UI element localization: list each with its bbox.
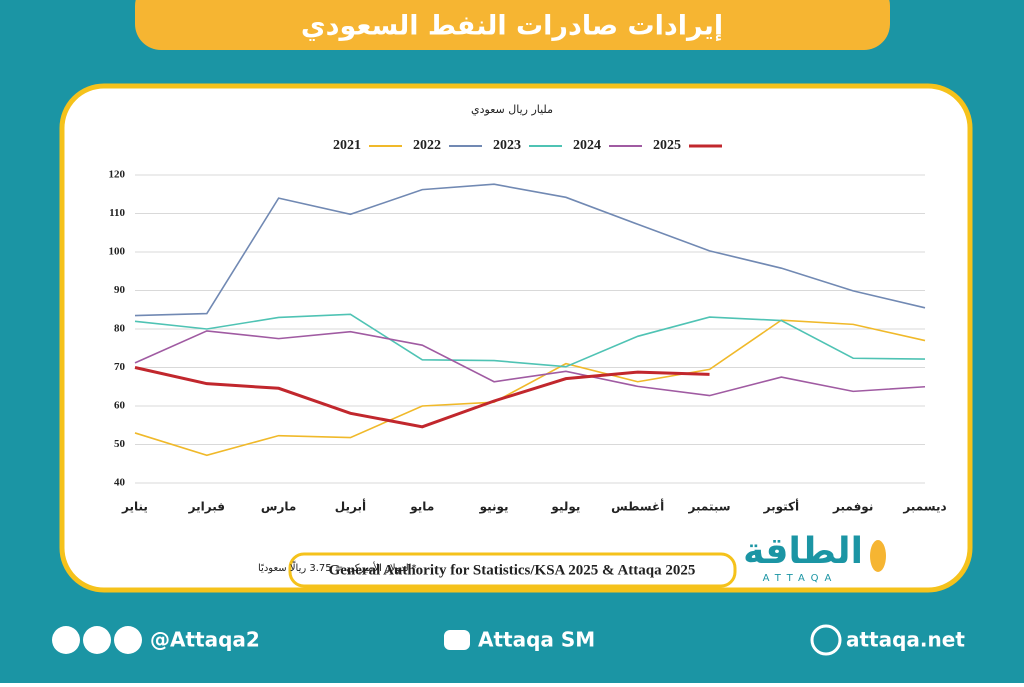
logo-latin: ATTAQA [763,573,838,584]
footer-social[interactable]: @Attaqa2 [150,628,260,652]
y-tick-label: 90 [114,284,126,296]
legend-label: 2023 [493,138,521,153]
x-tick-label: يوليو [550,500,580,515]
legend-label: 2022 [413,138,441,153]
series-line [134,313,926,368]
logo-text: الطاقة [743,531,863,572]
note: *الدولار الأميركي = 3.75 ريالًا سعوديًا [258,560,416,574]
x-icon[interactable] [52,626,80,654]
legend-label: 2025 [653,138,681,153]
series-line [134,319,926,457]
globe-icon[interactable] [810,624,842,656]
y-tick-label: 110 [109,207,125,219]
x-tick-label: أكتوبر [763,499,799,515]
unit-label: مليار ريال سعودي [471,103,553,116]
legend-label: 2021 [333,138,361,153]
x-tick-label: ديسمبر [902,500,946,514]
source-box [288,552,737,588]
legend-label: 2024 [573,138,601,153]
footer-website[interactable]: attaqa.net [846,628,965,652]
facebook-icon[interactable] [114,626,142,654]
footer-icons [52,624,842,656]
x-tick-label: يونيو [479,500,509,515]
x-tick-label: مارس [261,500,296,514]
x-tick-label: أغسطس [611,499,664,514]
instagram-icon[interactable] [83,626,111,654]
footer-youtube[interactable]: Attaqa SM [478,628,595,652]
y-tick-label: 70 [114,361,126,373]
title-banner [135,0,890,50]
series-line [134,330,926,397]
y-tick-label: 120 [109,169,126,181]
source: General Authority for Statistics/KSA 202… [329,562,696,578]
x-tick-label: مايو [409,500,434,515]
y-tick-label: 80 [114,323,126,335]
x-tick-label: يناير [121,500,148,514]
x-tick-label: أبريل [335,499,366,514]
series-line [134,366,710,429]
panel [59,83,973,593]
youtube-icon[interactable] [444,630,470,650]
series-line [134,183,926,317]
y-tick-label: 50 [114,438,126,450]
y-tick-label: 100 [109,246,126,258]
x-tick-label: سبتمبر [688,500,731,514]
x-tick-label: نوفمبر [832,500,873,515]
x-tick-label: فبراير [188,500,225,514]
y-tick-label: 40 [114,477,126,489]
chart-title: إيرادات صادرات النفط السعودي [301,11,723,42]
logo-drop [870,540,886,572]
y-tick-label: 60 [114,400,126,412]
